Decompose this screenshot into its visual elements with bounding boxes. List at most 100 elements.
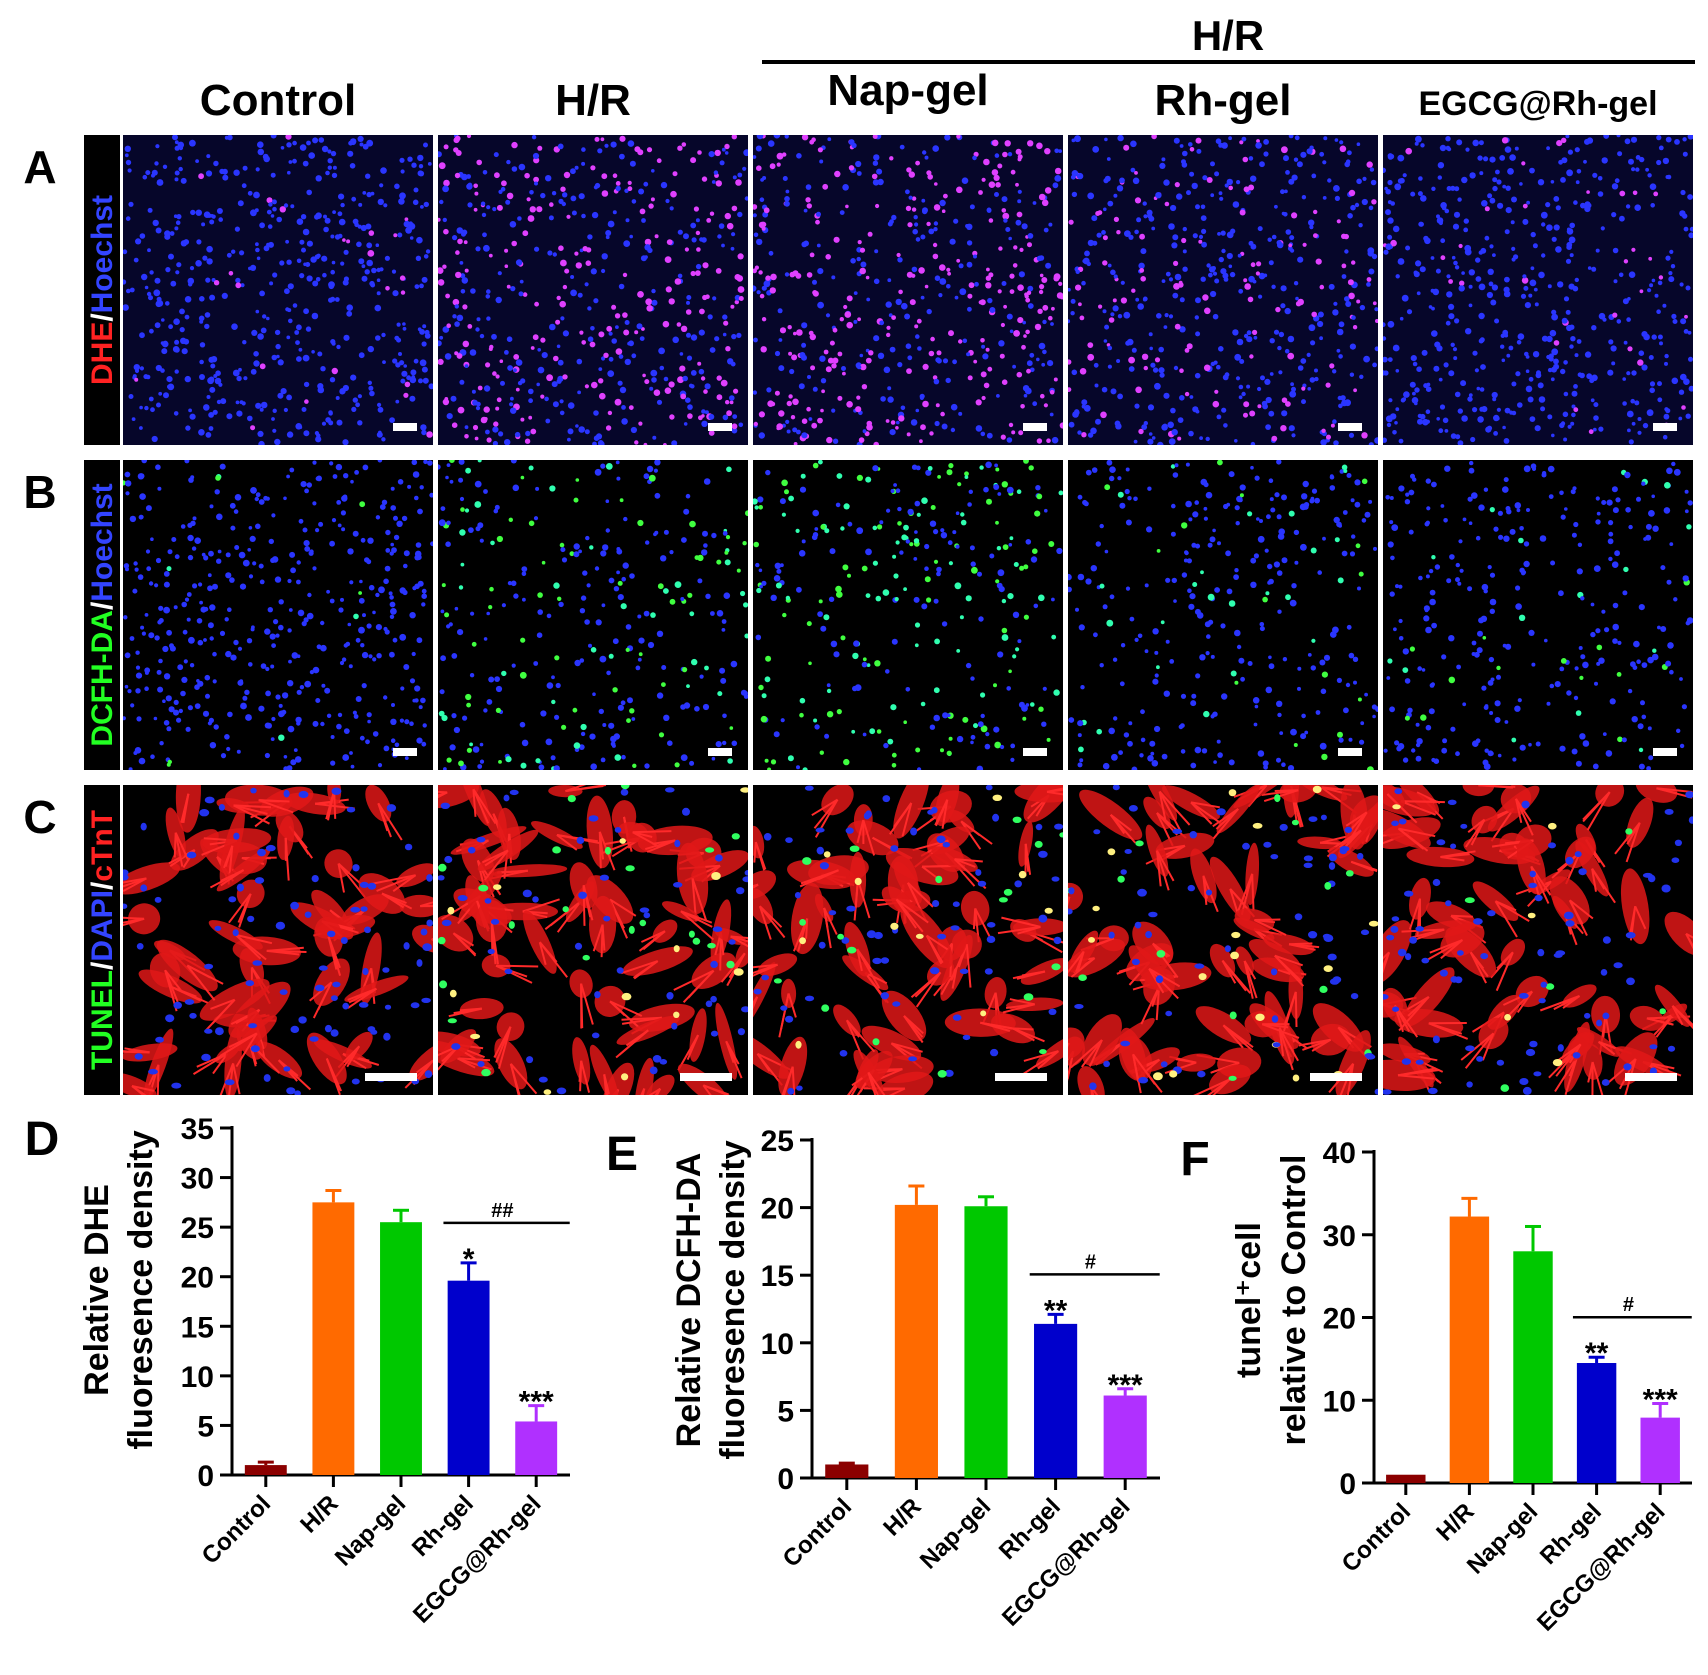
comparison-label: # bbox=[1085, 1251, 1096, 1273]
scale-bar bbox=[1653, 748, 1677, 756]
bar bbox=[1386, 1474, 1426, 1483]
y-axis-label: tunel⁺cell bbox=[1230, 1222, 1268, 1378]
bar bbox=[825, 1464, 869, 1478]
micrograph-panel bbox=[1068, 785, 1378, 1095]
bar bbox=[1576, 1363, 1617, 1483]
micrograph-panel bbox=[438, 785, 748, 1095]
bar bbox=[312, 1202, 355, 1475]
micrograph-grid: ADHE/HoechstBDCFH-DA/HoechstCTUNEL/DAPI/… bbox=[23, 135, 1693, 1095]
micrograph-panel bbox=[1383, 460, 1693, 770]
significance-label: ** bbox=[1044, 1294, 1068, 1327]
scale-bar bbox=[995, 1073, 1047, 1081]
micrograph-panel bbox=[123, 135, 433, 445]
row-letter: C bbox=[23, 791, 56, 843]
y-tick-label: 15 bbox=[761, 1260, 794, 1293]
y-tick-label: 10 bbox=[1323, 1385, 1356, 1418]
y-axis-label: fluoresence density bbox=[714, 1140, 752, 1459]
y-tick-label: 25 bbox=[181, 1212, 214, 1245]
micrograph-panel bbox=[1068, 460, 1378, 770]
stain-label-part: cTnT bbox=[86, 810, 119, 882]
panel-letter: E bbox=[606, 1128, 638, 1181]
scale-bar bbox=[1023, 748, 1047, 756]
bar bbox=[447, 1280, 490, 1475]
stain-label-part: / bbox=[86, 601, 119, 610]
scale-bar bbox=[365, 1073, 417, 1081]
scale-bar bbox=[1625, 1073, 1677, 1081]
y-tick-label: 15 bbox=[181, 1311, 214, 1344]
y-tick-label: 35 bbox=[181, 1113, 214, 1146]
stain-label-strip bbox=[84, 785, 120, 1095]
y-tick-label: 0 bbox=[197, 1460, 214, 1493]
stain-label-part: / bbox=[86, 961, 119, 970]
bar bbox=[380, 1222, 422, 1475]
bar-chart-e: E Relative DCFH-DA fluoresence density 0 5 10… bbox=[606, 1125, 1160, 1632]
x-tick-label: Nap-gel bbox=[330, 1490, 411, 1571]
scale-bar bbox=[1310, 1073, 1362, 1081]
x-tick-label: H/R bbox=[878, 1493, 926, 1541]
stain-label-part: / bbox=[86, 313, 119, 322]
y-tick-label: 0 bbox=[1339, 1468, 1356, 1501]
stain-label-part: Hoechst bbox=[86, 195, 119, 313]
significance-label: *** bbox=[519, 1386, 554, 1419]
stain-label-part: Hoechst bbox=[86, 483, 119, 601]
stain-label-part: / bbox=[86, 881, 119, 890]
bar bbox=[1449, 1216, 1490, 1483]
stain-label: DCFH-DA/Hoechst bbox=[86, 483, 119, 746]
y-tick-label: 10 bbox=[181, 1361, 214, 1394]
y-tick-label: 20 bbox=[1323, 1303, 1356, 1336]
stain-label-strip bbox=[84, 135, 120, 445]
scale-bar bbox=[393, 423, 417, 431]
micrograph-panel bbox=[753, 135, 1063, 445]
y-axis-label: relative to Control bbox=[1275, 1155, 1313, 1446]
y-tick-label: 40 bbox=[1323, 1137, 1356, 1170]
row-letter: B bbox=[23, 466, 56, 518]
stain-label: TUNEL/DAPI/cTnT bbox=[86, 810, 119, 1070]
stain-label-strip bbox=[84, 460, 120, 770]
column-title: H/R bbox=[555, 76, 631, 125]
scale-bar bbox=[393, 748, 417, 756]
micrograph-panel bbox=[438, 460, 748, 770]
bar bbox=[894, 1204, 938, 1478]
y-axis-label: Relative DHE bbox=[78, 1184, 116, 1396]
bar bbox=[1640, 1417, 1680, 1483]
stain-label-part: TUNEL bbox=[86, 970, 119, 1070]
significance-label: *** bbox=[1108, 1369, 1143, 1402]
x-tick-label: Nap-gel bbox=[915, 1493, 996, 1574]
column-title: Control bbox=[200, 76, 356, 125]
stain-label: DHE/Hoechst bbox=[86, 195, 119, 385]
bar bbox=[1103, 1395, 1147, 1478]
micrograph-panel bbox=[1068, 135, 1378, 445]
bar bbox=[1513, 1251, 1553, 1483]
micrograph-panel bbox=[1383, 135, 1693, 445]
micrograph-panel bbox=[753, 460, 1063, 770]
scale-bar bbox=[680, 1073, 732, 1081]
row-letter: A bbox=[23, 141, 56, 193]
y-tick-label: 5 bbox=[197, 1410, 214, 1443]
comparison-label: # bbox=[1623, 1294, 1634, 1316]
x-tick-label: Control bbox=[778, 1493, 857, 1572]
x-tick-label: EGCG@Rh-gel bbox=[997, 1493, 1135, 1631]
y-tick-label: 5 bbox=[777, 1395, 794, 1428]
significance-label: * bbox=[463, 1243, 475, 1276]
x-tick-label: Control bbox=[197, 1490, 276, 1569]
y-tick-label: 30 bbox=[1323, 1220, 1356, 1253]
comparison-label: ## bbox=[491, 1200, 513, 1222]
column-titles: Control H/R Nap-gel Rh-gel EGCG@Rh-gel bbox=[200, 66, 1658, 125]
column-title: Nap-gel bbox=[827, 66, 988, 115]
y-tick-label: 30 bbox=[181, 1163, 214, 1196]
scale-bar bbox=[708, 748, 732, 756]
x-tick-label: Control bbox=[1337, 1498, 1416, 1577]
stain-label-part: DCFH-DA bbox=[86, 610, 119, 747]
bar bbox=[515, 1421, 558, 1475]
micrograph-panel bbox=[123, 785, 433, 1095]
column-title: Rh-gel bbox=[1155, 76, 1292, 125]
scale-bar bbox=[1338, 423, 1362, 431]
scale-bar bbox=[1653, 423, 1677, 431]
y-axis-label: Relative DCFH-DA bbox=[670, 1153, 708, 1448]
stain-label-part: DAPI bbox=[86, 890, 119, 962]
y-tick-label: 10 bbox=[761, 1328, 794, 1361]
x-tick-label: EGCG@Rh-gel bbox=[408, 1490, 546, 1628]
